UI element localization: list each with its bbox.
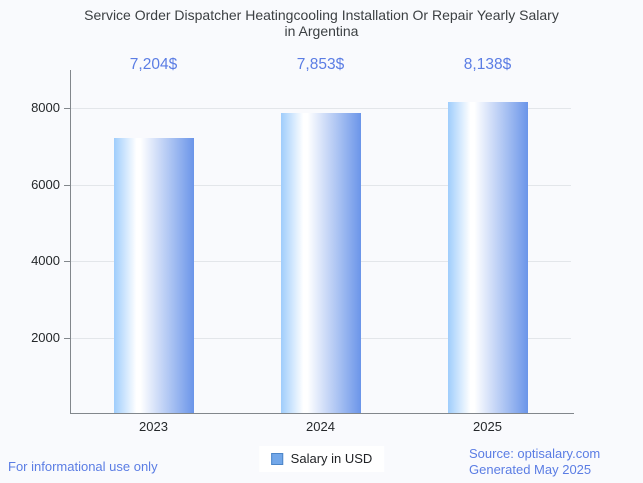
- legend: Salary in USD: [258, 446, 385, 472]
- y-tick-label: 2000: [31, 329, 60, 345]
- bar-2025[interactable]: [447, 101, 528, 413]
- chart-title: Service Order Dispatcher Heatingcooling …: [0, 7, 643, 39]
- y-tick-label: 4000: [31, 253, 60, 269]
- y-axis-tick: [64, 184, 70, 186]
- y-axis: [70, 70, 71, 414]
- plot-area: [70, 70, 571, 414]
- gridline: [70, 108, 571, 110]
- disclaimer-text: For informational use only: [8, 459, 158, 474]
- value-label-2023: 7,204$: [129, 56, 178, 73]
- x-axis: [70, 413, 574, 414]
- x-tick-label-2023: 2023: [139, 419, 168, 434]
- generated-date: Generated May 2025: [469, 461, 592, 477]
- source-block: Source: optisalary.com Generated May 202…: [469, 446, 600, 477]
- x-tick-label-2025: 2025: [473, 419, 502, 434]
- y-axis-tick: [64, 108, 70, 110]
- bar-2024[interactable]: [280, 112, 361, 413]
- bar-2023[interactable]: [113, 137, 194, 413]
- legend-marker-square-icon: [270, 452, 283, 465]
- legend-label: Salary in USD: [290, 451, 373, 466]
- y-axis-tick: [64, 261, 70, 263]
- y-tick-label: 8000: [31, 100, 60, 116]
- y-axis-tick: [64, 337, 70, 339]
- value-label-2025: 8,138$: [463, 56, 512, 73]
- chart-title-line1: Service Order Dispatcher Heatingcooling …: [84, 7, 559, 23]
- value-label-2024: 7,853$: [296, 56, 345, 73]
- x-tick-label-2024: 2024: [306, 419, 335, 434]
- source-link[interactable]: Source: optisalary.com: [469, 446, 601, 461]
- y-tick-label: 6000: [31, 176, 60, 192]
- chart-title-line2: in Argentina: [284, 23, 359, 39]
